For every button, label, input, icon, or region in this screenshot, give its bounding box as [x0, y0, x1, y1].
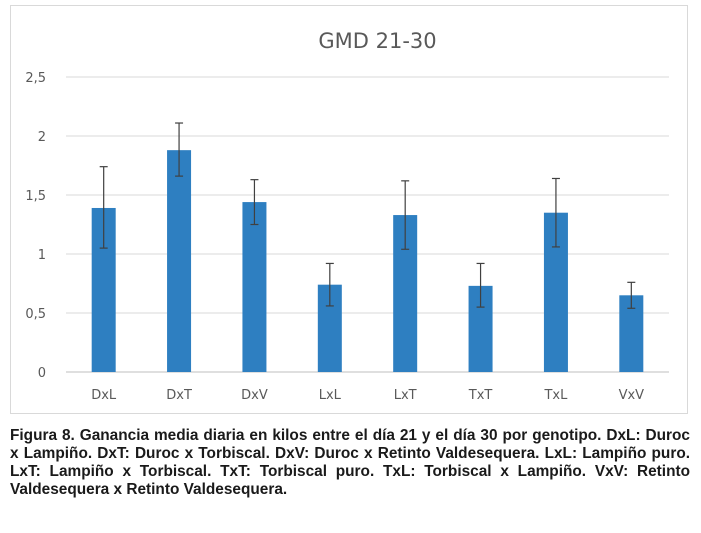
- x-tick-label: TxT: [468, 388, 493, 403]
- x-tick-label: LxL: [319, 388, 342, 403]
- y-tick-label: 2: [38, 130, 46, 145]
- x-axis-ticks: DxL DxT DxV LxL LxT TxT TxL VxV: [91, 388, 644, 403]
- error-bars: [99, 122, 636, 309]
- y-tick-label: 2,5: [25, 71, 46, 86]
- error-bar-DxT: [175, 122, 184, 177]
- error-bar-LxT: [401, 180, 410, 250]
- error-bar-DxL: [99, 166, 108, 249]
- x-tick-label: DxV: [241, 388, 268, 403]
- bar-chart: GMD 21-30 0 0,5 1 1,5 2 2,5 DxL DxT DxV LxL LxT Tx…: [25, 29, 669, 403]
- x-tick-label: TxL: [543, 388, 568, 403]
- y-tick-label: 0: [38, 366, 46, 381]
- y-axis-ticks: 0 0,5 1 1,5 2 2,5: [25, 71, 46, 381]
- error-bar-VxV: [627, 281, 636, 309]
- bar-DxV: [242, 202, 267, 372]
- figure-caption: Figura 8. Ganancia media diaria en kilos…: [10, 427, 690, 498]
- chart-frame: GMD 21-30 0 0,5 1 1,5 2 2,5 DxL DxT DxV LxL LxT Tx…: [10, 5, 688, 414]
- error-bar-TxT: [476, 262, 485, 308]
- gridlines: [66, 76, 669, 373]
- x-tick-label: VxV: [619, 388, 645, 403]
- y-tick-label: 0,5: [25, 307, 46, 322]
- y-tick-label: 1,5: [25, 189, 46, 204]
- bar-DxT: [167, 150, 192, 372]
- x-tick-label: LxT: [394, 388, 417, 403]
- y-tick-label: 1: [38, 248, 46, 263]
- chart-title: GMD 21-30: [318, 29, 436, 53]
- x-tick-label: DxT: [166, 388, 192, 403]
- error-bar-LxL: [325, 262, 334, 307]
- error-bar-TxL: [551, 177, 560, 248]
- error-bar-DxV: [250, 179, 259, 226]
- bars: [91, 150, 644, 372]
- x-tick-label: DxL: [91, 388, 117, 403]
